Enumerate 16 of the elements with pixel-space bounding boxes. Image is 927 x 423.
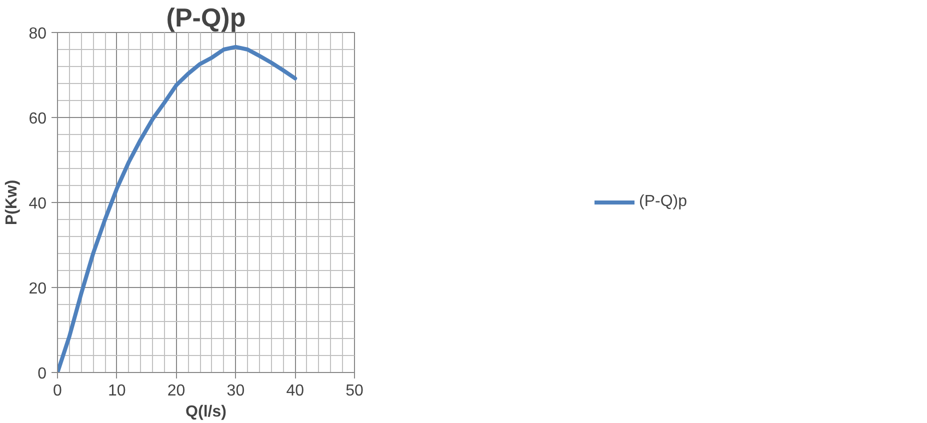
- x-axis-title: Q(l/s): [186, 404, 226, 420]
- chart-title: (P-Q)p: [166, 2, 246, 32]
- y-tick-label: 20: [28, 280, 47, 298]
- x-tick-label: 40: [286, 382, 304, 400]
- y-tick-label: 0: [38, 366, 47, 382]
- y-tick-label: 80: [28, 26, 47, 42]
- x-tick-label: 30: [226, 382, 245, 400]
- line-series: [58, 44, 298, 372]
- y-tick-label: 60: [28, 110, 47, 128]
- x-tick-label: 20: [167, 382, 186, 400]
- x-tick-label: 0: [53, 382, 62, 400]
- y-axis-title: P(Kw): [4, 180, 21, 226]
- x-tick-label: 10: [108, 382, 126, 400]
- legend-label: (P-Q)p: [639, 193, 687, 211]
- x-tick-label: 50: [346, 382, 364, 400]
- y-tick-label: 40: [28, 196, 47, 212]
